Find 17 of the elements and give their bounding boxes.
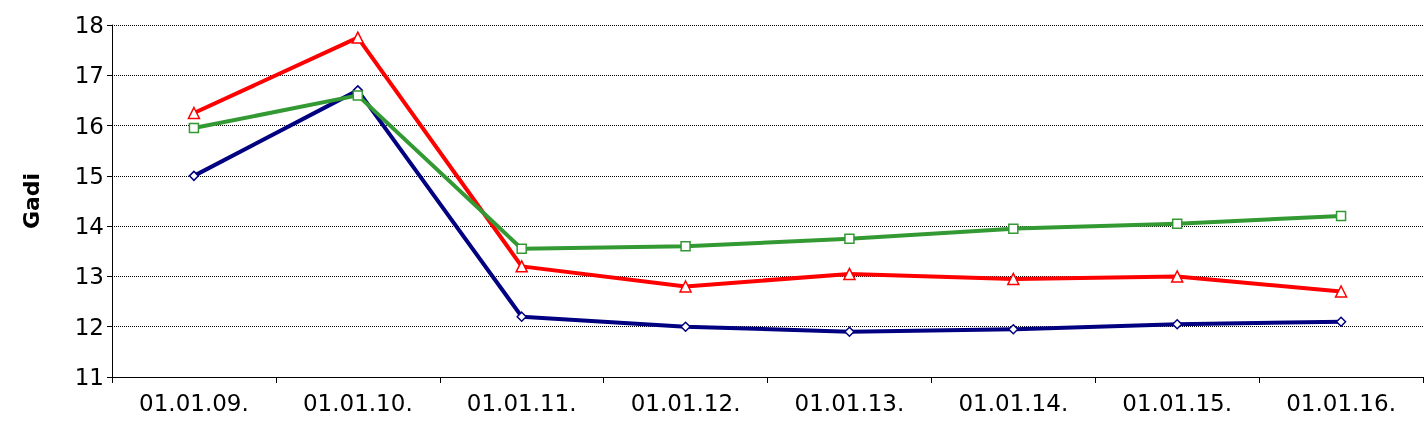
x-tick-label: 01.01.14.	[958, 389, 1069, 416]
y-tick-label: 15	[74, 162, 104, 189]
x-tick-label: 01.01.13.	[794, 389, 905, 416]
y-tick-label: 18	[74, 12, 104, 38]
x-tick-label: 01.01.15.	[1122, 389, 1233, 416]
x-tick-label: 01.01.16.	[1286, 389, 1396, 416]
y-tick-label: 12	[74, 313, 104, 340]
y-tick-label: 14	[74, 213, 104, 240]
y-tick-label: 13	[74, 263, 104, 290]
x-tick-label: 01.01.12.	[630, 389, 741, 416]
y-tick-label: 17	[74, 62, 104, 89]
x-tick-label: 01.01.10.	[302, 389, 413, 416]
y-axis-title: Gadi	[18, 172, 44, 230]
y-tick-label: 11	[74, 364, 104, 390]
x-tick-label: 01.01.11.	[466, 389, 577, 416]
x-tick-label: 01.01.09.	[139, 389, 249, 416]
y-tick-label: 16	[74, 112, 104, 139]
